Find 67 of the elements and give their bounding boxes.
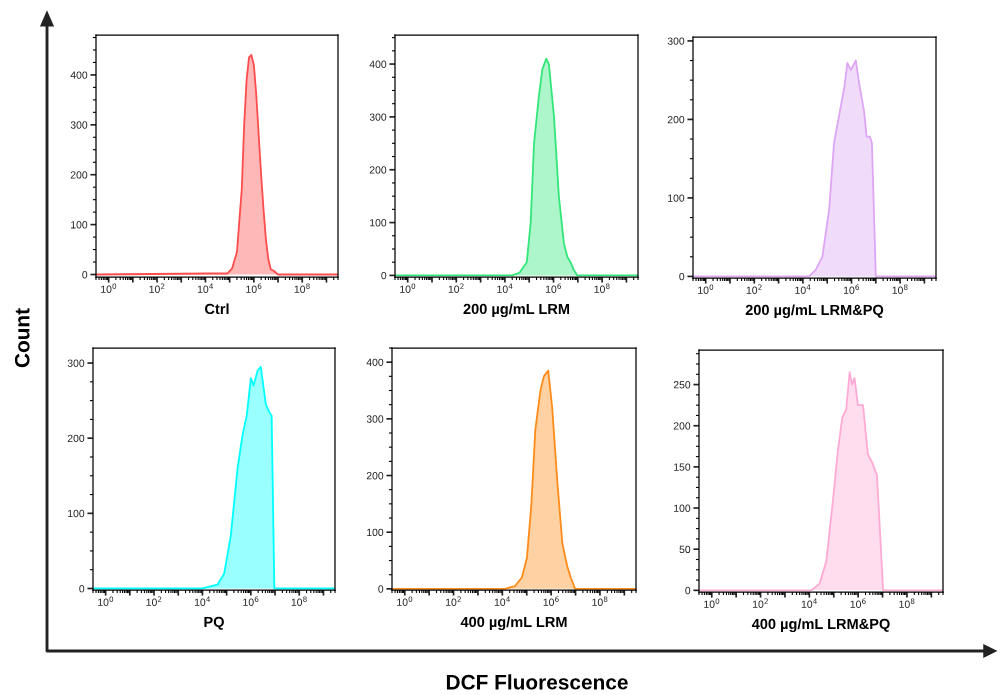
x-tick-label: 10$^{6}$: [243, 596, 259, 606]
y-tick-label: 200: [369, 166, 387, 174]
x-tick-label: 10$^{4}$: [795, 284, 811, 294]
x-tick-label: 10$^{6}$: [545, 283, 562, 293]
x-axis-title: 200 µg/mL LRM: [463, 303, 570, 318]
x-axis-title: 400 µg/mL LRM&PQ: [751, 618, 890, 633]
x-tick-label: 10$^{8}$: [291, 596, 307, 606]
x-tick-label: 10$^{8}$: [899, 598, 915, 608]
x-tick-label: 10$^{2}$: [746, 284, 762, 294]
y-tick-label: 0: [79, 585, 85, 593]
y-tick-label: 300: [67, 359, 85, 367]
y-tick-label: 100: [668, 194, 685, 202]
y-tick-label: 100: [68, 509, 85, 518]
x-tick-label: 10$^{8}$: [592, 596, 608, 606]
y-tick-label: 0: [82, 271, 88, 279]
x-tick-label: 10$^{0}$: [400, 283, 416, 293]
x-tick-label: 10$^{0}$: [698, 284, 714, 294]
y-tick-label: 150: [674, 463, 691, 471]
y-tick-label: 0: [685, 586, 691, 595]
x-axis-title: 400 µg/mL LRM: [460, 616, 567, 631]
y-tick-label: 100: [674, 504, 691, 512]
y-tick-label: 0: [378, 585, 384, 593]
text: DCF Fluorescence: [446, 674, 628, 690]
text: Count: [14, 308, 30, 368]
y-tick-label: 100: [367, 528, 384, 537]
x-axis-title: 200 µg/mL LRM&PQ: [745, 304, 884, 319]
y-tick-label: 400: [366, 358, 384, 367]
x-tick-label: 10$^{4}$: [194, 596, 211, 606]
y-tick-label: 200: [667, 115, 685, 124]
x-tick-label: 10$^{2}$: [446, 596, 461, 606]
y-tick-label: 200: [70, 171, 88, 179]
x-tick-label: 10$^{8}$: [594, 283, 610, 293]
x-tick-label: 10$^{8}$: [892, 284, 908, 294]
x-tick-label: 10$^{0}$: [101, 283, 117, 293]
x-tick-label: 10$^{6}$: [843, 284, 860, 294]
x-tick-label: 10$^{4}$: [197, 283, 214, 293]
x-tick-label: 10$^{0}$: [704, 598, 720, 608]
y-tick-label: 0: [381, 271, 387, 280]
x-tick-label: 10$^{2}$: [753, 598, 768, 608]
x-tick-label: 10$^{0}$: [98, 596, 114, 606]
y-tick-label: 100: [71, 221, 88, 229]
x-tick-label: 10$^{8}$: [294, 283, 310, 293]
y-tick-label: 100: [370, 219, 387, 227]
x-axis-title: Ctrl: [205, 303, 229, 315]
y-tick-label: 400: [369, 60, 387, 68]
x-tick-label: 10$^{4}$: [494, 596, 510, 606]
y-tick-label: 300: [70, 121, 88, 129]
x-tick-label: 10$^{4}$: [801, 598, 817, 608]
x-tick-label: 10$^{0}$: [397, 596, 413, 606]
x-tick-label: 10$^{6}$: [246, 283, 262, 293]
x-tick-label: 10$^{2}$: [146, 596, 162, 606]
y-tick-label: 200: [673, 422, 691, 430]
x-tick-label: 10$^{6}$: [850, 598, 866, 608]
y-tick-label: 200: [366, 472, 384, 480]
y-tick-label: 300: [366, 415, 384, 423]
x-tick-label: 10$^{2}$: [448, 283, 464, 293]
x-tick-label: 10$^{6}$: [543, 596, 559, 606]
y-tick-label: 300: [667, 37, 685, 45]
x-axis-title: PQ: [204, 616, 224, 630]
y-tick-label: 400: [70, 71, 88, 79]
x-tick-label: 10$^{4}$: [497, 283, 513, 293]
y-tick-label: 0: [679, 272, 685, 281]
y-tick-label: 250: [673, 381, 691, 389]
y-tick-label: 300: [369, 113, 387, 121]
y-tick-label: 200: [67, 434, 85, 443]
y-tick-label: 50: [679, 545, 691, 554]
x-tick-label: 10$^{2}$: [149, 283, 165, 293]
